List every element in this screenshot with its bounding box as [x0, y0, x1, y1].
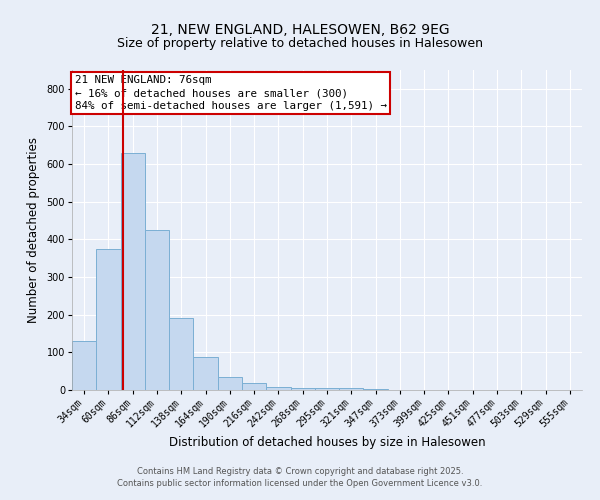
Bar [96, 249, 121, 390]
Text: 21 NEW ENGLAND: 76sqm
← 16% of detached houses are smaller (300)
84% of semi-det: 21 NEW ENGLAND: 76sqm ← 16% of detached … [74, 75, 386, 111]
X-axis label: Distribution of detached houses by size in Halesowen: Distribution of detached houses by size … [169, 436, 485, 449]
Bar [339, 388, 364, 390]
Bar [193, 357, 218, 390]
Bar [242, 383, 266, 390]
Bar [121, 153, 145, 390]
Text: Contains HM Land Registry data © Crown copyright and database right 2025.
Contai: Contains HM Land Registry data © Crown c… [118, 466, 482, 487]
Text: Size of property relative to detached houses in Halesowen: Size of property relative to detached ho… [117, 38, 483, 51]
Bar [169, 318, 193, 390]
Bar [218, 377, 242, 390]
Bar [266, 387, 290, 390]
Y-axis label: Number of detached properties: Number of detached properties [26, 137, 40, 323]
Bar [145, 230, 169, 390]
Text: 21, NEW ENGLAND, HALESOWEN, B62 9EG: 21, NEW ENGLAND, HALESOWEN, B62 9EG [151, 22, 449, 36]
Bar [315, 388, 339, 390]
Bar [290, 388, 315, 390]
Bar [364, 389, 388, 390]
Bar [72, 341, 96, 390]
